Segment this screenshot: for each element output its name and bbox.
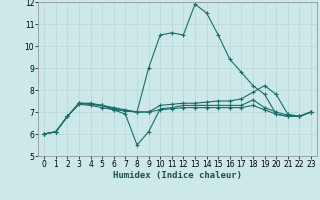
- X-axis label: Humidex (Indice chaleur): Humidex (Indice chaleur): [113, 171, 242, 180]
